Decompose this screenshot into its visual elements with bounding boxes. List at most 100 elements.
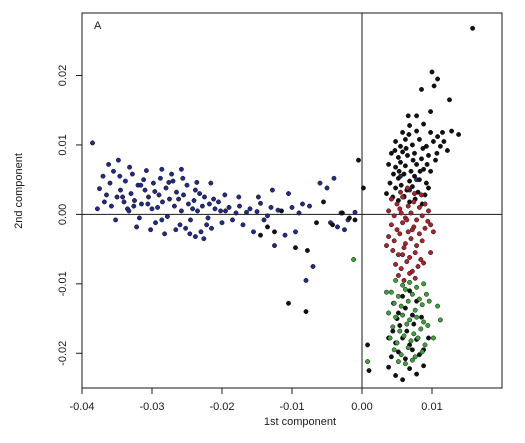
data-point [155, 204, 161, 210]
data-point [403, 145, 409, 151]
data-point [398, 266, 404, 272]
data-point [261, 217, 267, 223]
data-point [111, 168, 116, 174]
data-point [365, 342, 371, 348]
data-point [286, 300, 291, 306]
data-point [237, 203, 242, 209]
data-point [435, 303, 441, 309]
data-point [409, 291, 415, 297]
data-point [254, 209, 260, 215]
data-point [342, 227, 347, 233]
data-point [365, 359, 371, 365]
data-point [330, 222, 336, 228]
data-point [100, 173, 106, 179]
panel-label: A [94, 20, 102, 32]
y-tick-label: 0.01 [57, 134, 69, 155]
x-axis: -0.04 -0.03 -0.02 -0.01 0.00 0.01 [69, 388, 443, 413]
data-point [386, 234, 392, 240]
data-point [391, 171, 396, 177]
data-point [407, 123, 413, 128]
data-point [424, 161, 430, 167]
data-point [198, 229, 204, 235]
data-point [126, 208, 132, 214]
data-point [97, 186, 102, 192]
data-point [166, 179, 172, 185]
data-point [393, 277, 399, 283]
data-point [402, 305, 408, 311]
data-point [395, 293, 401, 299]
series-3 [384, 185, 436, 283]
data-point [321, 199, 326, 205]
data-point [412, 307, 418, 313]
data-point [402, 361, 408, 367]
data-point [384, 289, 389, 295]
data-point [428, 109, 434, 115]
data-point [293, 229, 298, 235]
data-point [393, 164, 399, 170]
data-point [405, 345, 411, 351]
data-point [146, 194, 151, 200]
data-point [409, 357, 415, 363]
data-point [414, 314, 420, 320]
data-point [160, 199, 165, 205]
data-point [134, 224, 140, 230]
data-point [121, 199, 127, 205]
data-point [181, 192, 186, 198]
data-point [265, 213, 270, 219]
data-point [400, 377, 406, 383]
data-point [397, 231, 403, 237]
x-tick-label: 0.01 [421, 401, 442, 413]
data-point [416, 231, 422, 237]
data-point [400, 293, 406, 299]
data-point [407, 270, 413, 276]
data-point [419, 302, 425, 308]
data-point [152, 189, 158, 194]
data-point [393, 139, 399, 144]
data-point [148, 227, 154, 233]
data-point [421, 281, 427, 287]
data-point [402, 163, 408, 169]
data-point [419, 192, 424, 198]
data-point [398, 189, 403, 195]
data-points [90, 25, 476, 383]
data-point [388, 150, 394, 156]
data-point [258, 200, 263, 206]
data-point [400, 252, 406, 258]
data-point [233, 210, 239, 216]
data-point [419, 213, 425, 219]
data-point [422, 225, 428, 231]
data-point [410, 157, 416, 163]
data-point [401, 333, 407, 339]
data-point [419, 86, 424, 92]
data-point [300, 201, 305, 207]
data-point [265, 224, 270, 230]
data-point [395, 154, 401, 160]
data-point [414, 284, 420, 290]
data-point [416, 204, 422, 210]
data-point [118, 187, 123, 193]
data-point [222, 192, 228, 198]
data-point [401, 171, 407, 177]
data-point [411, 199, 417, 205]
data-point [418, 257, 424, 262]
data-point [170, 178, 176, 184]
data-point [173, 227, 179, 233]
data-point [416, 177, 422, 183]
data-point [470, 25, 476, 31]
data-point [386, 364, 392, 370]
data-point [398, 210, 404, 216]
data-point [407, 199, 413, 205]
data-point [206, 201, 212, 207]
data-point [412, 354, 418, 360]
data-point [132, 198, 137, 203]
data-point [393, 373, 399, 378]
y-axis: -0.02 -0.01 0.00 0.01 0.02 [57, 65, 82, 366]
data-point [167, 196, 172, 202]
data-point [339, 210, 345, 216]
data-point [409, 227, 415, 233]
data-point [310, 264, 316, 269]
data-point [108, 203, 114, 209]
data-point [409, 312, 415, 318]
data-point [390, 324, 396, 330]
series-4 [351, 257, 443, 367]
